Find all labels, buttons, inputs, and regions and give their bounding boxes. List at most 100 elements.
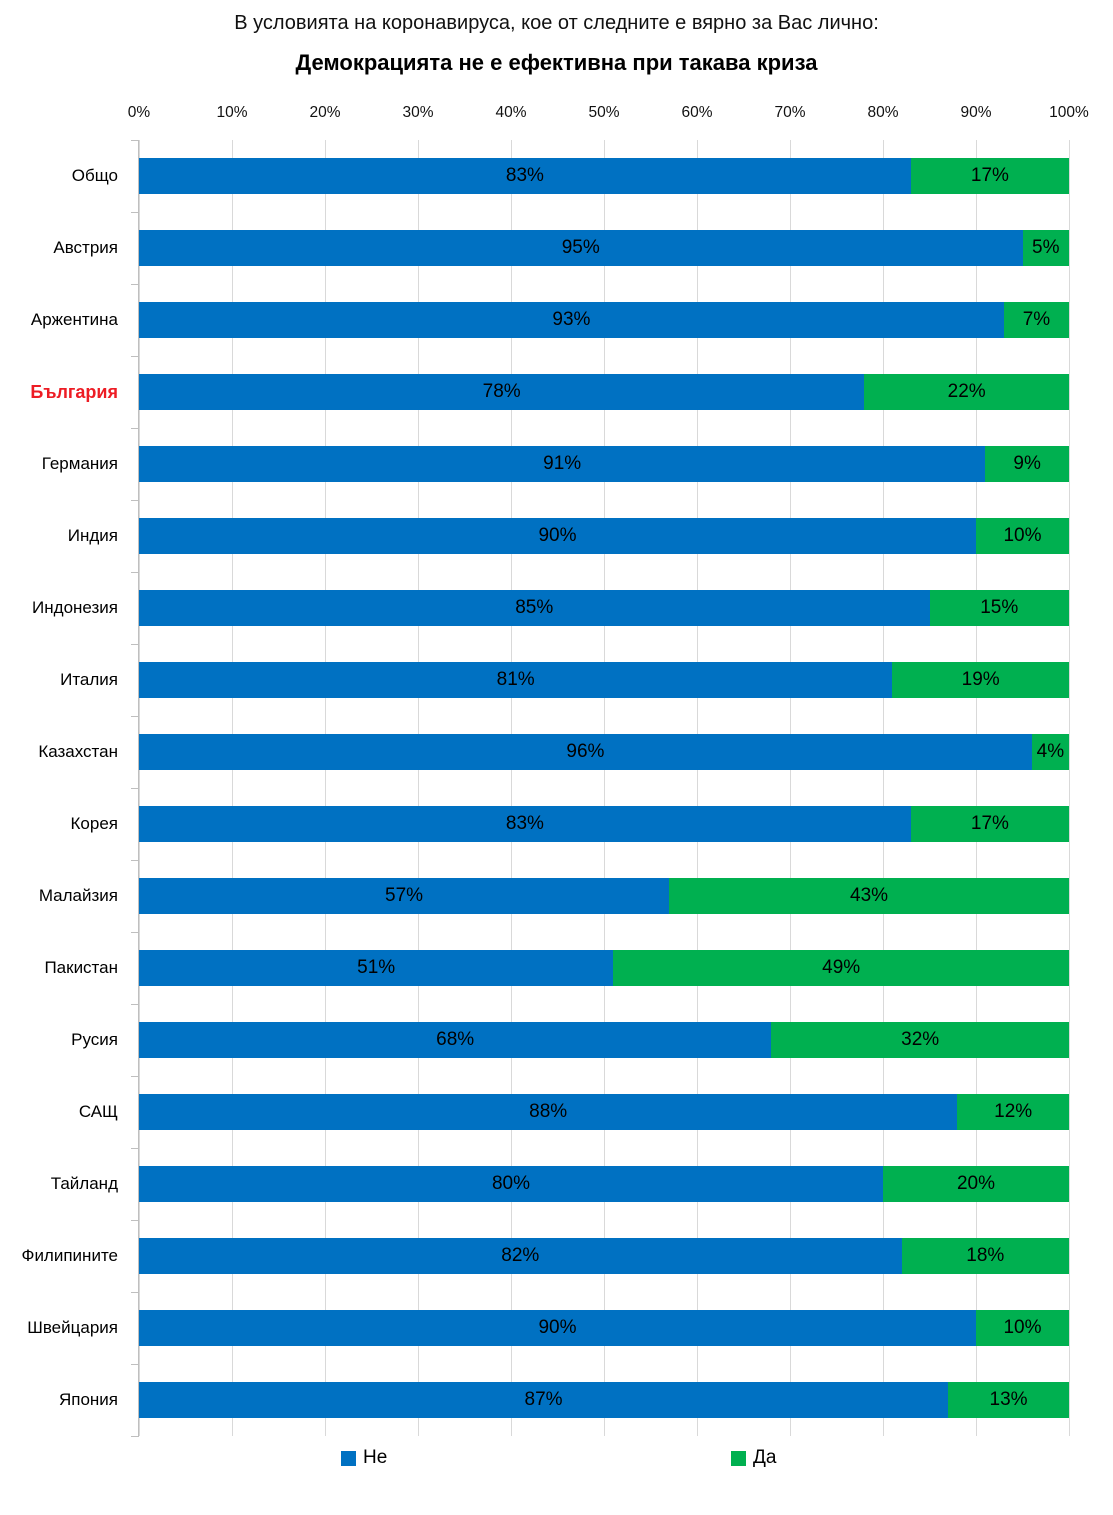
yes-value-label: 18% <box>966 1245 1005 1266</box>
x-axis-tick-label: 50% <box>588 104 620 121</box>
x-axis-tick-label: 60% <box>681 104 713 121</box>
category-label: Тайланд <box>50 1174 118 1193</box>
stacked-bar: 96% 4% <box>139 734 1069 770</box>
category-label: Казахстан <box>38 742 118 761</box>
yes-value-label: 17% <box>970 165 1009 186</box>
bar-row: 90% 10% <box>139 500 1069 572</box>
no-value-label: 83% <box>505 165 544 186</box>
bar-row: 83% 17% <box>139 140 1069 212</box>
no-series-swatch-icon <box>341 1450 356 1466</box>
no-value-label: 83% <box>505 813 544 834</box>
legend: Не Да <box>0 1447 1113 1477</box>
gridline <box>790 140 791 1436</box>
x-axis-tick-label: 70% <box>774 104 806 121</box>
no-value-label: 85% <box>515 597 554 618</box>
bar-row: 96% 4% <box>139 716 1069 788</box>
y-axis-tick <box>131 428 139 429</box>
y-axis-tick <box>131 644 139 645</box>
gridline <box>232 140 233 1436</box>
y-axis-tick <box>131 1076 139 1077</box>
yes-segment: 15% <box>929 590 1069 626</box>
bar-row: 83% 17% <box>139 788 1069 860</box>
legend-label-no: Не <box>363 1447 388 1468</box>
category-label: Пакистан <box>44 958 118 977</box>
bar-row: 57% 43% <box>139 860 1069 932</box>
yes-value-label: 10% <box>1003 1317 1042 1338</box>
yes-segment: 10% <box>976 1310 1069 1346</box>
yes-segment: 9% <box>985 446 1069 482</box>
bar-row: 91% 9% <box>139 428 1069 500</box>
y-axis-tick <box>131 356 139 357</box>
plot-area: 0% 10% 20% 30% 40% 50% 60% 70% 80% 90% 100% 83% 17% 9… <box>128 104 1089 1437</box>
x-axis-tick-label: 0% <box>127 104 151 121</box>
no-value-label: 90% <box>538 1317 577 1338</box>
category-label: Малайзия <box>38 886 118 905</box>
y-axis-tick <box>131 284 139 285</box>
no-value-label: 87% <box>524 1389 563 1410</box>
bar-row: 93% 7% <box>139 284 1069 356</box>
bar-row: 78% 22% <box>139 356 1069 428</box>
no-segment: 68% <box>139 1022 772 1058</box>
y-axis-tick <box>131 1004 139 1005</box>
no-value-label: 82% <box>501 1245 540 1266</box>
category-label: Швейцария <box>27 1318 118 1337</box>
stacked-bar: 80% 20% <box>139 1166 1069 1202</box>
yes-value-label: 12% <box>994 1101 1033 1122</box>
yes-segment: 10% <box>976 518 1069 554</box>
yes-series-swatch-icon <box>731 1450 746 1466</box>
yes-segment: 49% <box>613 950 1069 986</box>
stacked-bar: 78% 22% <box>139 374 1069 410</box>
yes-value-label: 10% <box>1003 525 1042 546</box>
yes-value-label: 9% <box>1013 453 1041 474</box>
stacked-bar: 83% 17% <box>139 806 1069 842</box>
bar-row: 68% 32% <box>139 1004 1069 1076</box>
gridline <box>604 140 605 1436</box>
yes-segment: 17% <box>910 158 1069 194</box>
category-label: Русия <box>71 1030 118 1049</box>
y-axis-tick <box>131 1220 139 1221</box>
category-label: Индия <box>67 526 118 545</box>
stacked-bar: 87% 13% <box>139 1382 1069 1418</box>
no-segment: 95% <box>139 230 1023 266</box>
category-label: Общо <box>71 166 118 185</box>
stacked-bar: 95% 5% <box>139 230 1069 266</box>
y-axis-tick <box>131 1364 139 1365</box>
yes-segment: 22% <box>864 374 1069 410</box>
category-label: Аржентина <box>30 310 118 329</box>
no-value-label: 95% <box>561 237 600 258</box>
chart-title: Демокрацията не е ефективна при такава к… <box>295 50 818 75</box>
category-label: Австрия <box>53 238 118 257</box>
bar-row: 90% 10% <box>139 1292 1069 1364</box>
yes-segment: 4% <box>1031 734 1069 770</box>
no-value-label: 78% <box>482 381 521 402</box>
no-segment: 96% <box>139 734 1032 770</box>
no-value-label: 90% <box>538 525 577 546</box>
x-axis-tick-label: 30% <box>402 104 434 121</box>
gridline <box>1069 140 1070 1436</box>
no-segment: 85% <box>139 590 930 626</box>
yes-value-label: 20% <box>956 1173 996 1194</box>
x-axis-tick-label: 40% <box>495 104 527 121</box>
gridline <box>511 140 512 1436</box>
no-segment: 90% <box>139 518 976 554</box>
y-axis-tick <box>131 140 139 141</box>
stacked-bar: 81% 19% <box>139 662 1069 698</box>
yes-segment: 19% <box>892 662 1069 698</box>
stacked-bar: 90% 10% <box>139 518 1069 554</box>
stacked-bar: 82% 18% <box>139 1238 1069 1274</box>
bar-row: 87% 13% <box>139 1364 1069 1436</box>
x-axis-tick-label: 10% <box>216 104 248 121</box>
x-axis-tick-label: 80% <box>867 104 899 121</box>
category-label: България <box>30 381 118 402</box>
no-value-label: 91% <box>543 453 582 474</box>
legend-item-no: Не <box>341 1447 387 1469</box>
gridline <box>883 140 884 1436</box>
no-segment: 57% <box>139 878 670 914</box>
stacked-bar: 57% 43% <box>139 878 1069 914</box>
category-axis: Общо Австрия Аржентина България Германия Инди… <box>0 140 128 1436</box>
chart-subtitle: В условията на коронавируса, кое от след… <box>234 12 879 34</box>
stacked-bar: 88% 12% <box>139 1094 1069 1130</box>
stacked-bar: 83% 17% <box>139 158 1069 194</box>
stacked-bar: 51% 49% <box>139 950 1069 986</box>
no-value-label: 88% <box>529 1101 568 1122</box>
